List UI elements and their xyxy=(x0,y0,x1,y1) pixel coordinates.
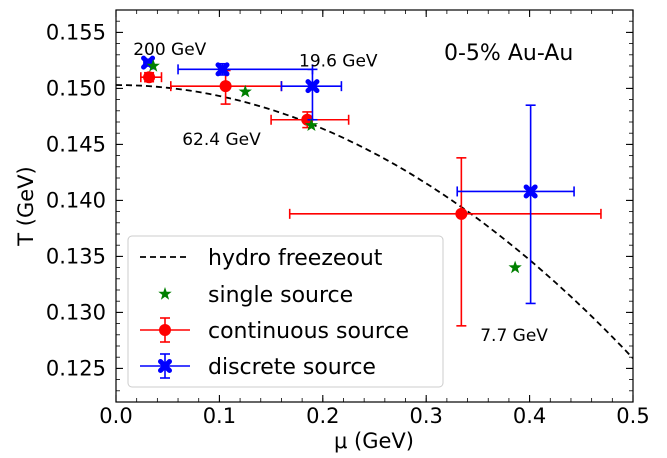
y-tick-label: 0.130 xyxy=(46,300,106,324)
legend: hydro freezeout single source continuous… xyxy=(127,235,444,388)
discrete-source-point xyxy=(305,79,320,94)
continuous-source-point xyxy=(455,207,468,220)
single-source-point xyxy=(238,84,252,98)
x-axis-label: μ (GeV) xyxy=(334,429,414,453)
energy-annotation: 200 GeV xyxy=(133,40,206,60)
legend-label-continuous-source: continuous source xyxy=(208,319,409,344)
x-tick-label: 0.2 xyxy=(306,404,339,428)
x-tick-label: 0.0 xyxy=(99,404,132,428)
y-tick-label: 0.135 xyxy=(46,244,106,268)
legend-label-hydro-freezeout: hydro freezeout xyxy=(208,246,383,271)
y-tick-label: 0.140 xyxy=(46,188,106,212)
x-tick-label: 0.3 xyxy=(409,404,442,428)
legend-label-discrete-source: discrete source xyxy=(208,355,376,380)
legend-handle-single-source xyxy=(158,287,172,300)
discrete-source-point xyxy=(215,62,230,77)
y-tick-label: 0.150 xyxy=(46,76,106,100)
energy-annotation: 7.7 GeV xyxy=(480,326,548,346)
legend-label-single-source: single source xyxy=(208,283,353,308)
energy-annotation: 62.4 GeV xyxy=(182,130,261,150)
legend-handle-continuous-source-marker xyxy=(159,324,171,336)
y-tick-label: 0.145 xyxy=(46,132,106,156)
discrete-source-point xyxy=(523,184,538,199)
continuous-source-point xyxy=(143,71,156,84)
x-tick-label: 0.4 xyxy=(513,404,546,428)
single-source-point xyxy=(508,260,522,274)
y-tick-label: 0.155 xyxy=(46,20,106,44)
plot-data-layer xyxy=(116,55,633,359)
plot-frame xyxy=(115,9,634,403)
legend-box xyxy=(127,235,444,388)
x-tick-label: 0.5 xyxy=(616,404,649,428)
x-tick-label: 0.1 xyxy=(203,404,236,428)
y-tick-label: 0.125 xyxy=(46,356,106,380)
legend-handle-discrete-source-marker xyxy=(158,359,172,373)
energy-annotation: 19.6 GeV xyxy=(299,51,378,71)
single-source-point xyxy=(146,59,160,72)
hydro-freezeout-line xyxy=(116,84,633,359)
axes-layer: 0.0 0.1 0.2 0.3 0.4 0.5 0.125 0.130 0.135 0.140 0.… xyxy=(46,9,650,428)
system-label: 0-5% Au-Au xyxy=(444,41,573,66)
y-axis-label: T (GeV) xyxy=(14,166,38,246)
continuous-source-point xyxy=(219,80,232,93)
annotation-layer: 200 GeV 19.6 GeV 62.4 GeV 7.7 GeV xyxy=(133,40,548,346)
single-source-point xyxy=(304,118,319,131)
